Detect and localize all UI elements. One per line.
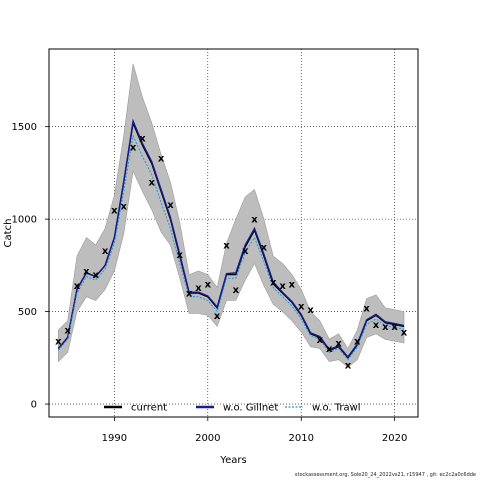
observed-point: x <box>298 302 305 313</box>
observed-point: x <box>64 326 71 337</box>
observed-point: x <box>83 266 90 277</box>
observed-point: x <box>167 200 174 211</box>
observed-point: x <box>289 279 296 290</box>
y-axis-label: Catch <box>3 219 14 248</box>
x-axis: 1990 2000 2010 2020 <box>102 417 407 444</box>
x-tick-label: 2020 <box>382 433 407 444</box>
observed-point: x <box>270 278 277 289</box>
observed-point: x <box>326 344 333 355</box>
observed-point: x <box>186 289 193 300</box>
confidence-band <box>58 63 405 368</box>
y-tick-label: 1000 <box>12 215 37 226</box>
observed-point: x <box>335 339 342 350</box>
legend-label-0: current <box>131 403 167 414</box>
observed-point: x <box>363 303 370 314</box>
observed-point: x <box>279 281 286 292</box>
observed-point: x <box>195 283 202 294</box>
legend: current w.o. Gillnet w.o. Trawl <box>104 403 361 414</box>
series-line-2 <box>57 134 405 361</box>
observed-point: x <box>177 250 184 261</box>
observed-point: x <box>92 270 99 281</box>
observed-point: x <box>74 281 81 292</box>
observed-point: x <box>205 279 212 290</box>
observed-point: x <box>345 361 352 372</box>
legend-label-1: w.o. Gillnet <box>223 403 278 414</box>
observed-point: x <box>130 143 137 154</box>
y-tick-label: 1500 <box>12 122 37 133</box>
observed-point: x <box>401 327 408 338</box>
x-tick-label: 1990 <box>102 433 127 444</box>
x-tick-label: 2000 <box>195 433 220 444</box>
observed-point: x <box>317 335 324 346</box>
x-axis-label: Years <box>219 455 246 466</box>
plot-frame <box>48 48 419 418</box>
observed-point: x <box>102 246 109 257</box>
observed-point: x <box>55 337 62 348</box>
observed-point: x <box>223 241 230 252</box>
y-tick-label: 500 <box>18 307 37 318</box>
observed-point: x <box>354 337 361 348</box>
observed-point: x <box>307 305 314 316</box>
x-tick-label: 2010 <box>289 433 314 444</box>
observed-point: x <box>233 285 240 296</box>
series-lines <box>57 118 405 361</box>
observed-point: x <box>373 320 380 331</box>
observed-point: x <box>149 178 156 189</box>
observed-point: x <box>251 215 258 226</box>
observed-point: x <box>158 154 165 165</box>
observed-point: x <box>391 322 398 333</box>
y-axis: 0 500 1000 1500 <box>12 122 49 411</box>
y-tick-label: 0 <box>31 400 37 411</box>
observed-point: x <box>261 242 268 253</box>
observed-point: x <box>382 322 389 333</box>
observed-point: x <box>111 205 118 216</box>
footer-text: stockassessment.org, Sole20_24_2022vs21,… <box>294 472 476 478</box>
legend-label-2: w.o. Trawl <box>312 403 361 414</box>
observed-point: x <box>242 246 249 257</box>
observed-point: x <box>121 202 128 213</box>
series-line-1 <box>57 118 405 359</box>
observed-point: x <box>214 311 221 322</box>
observed-point: x <box>139 133 146 144</box>
